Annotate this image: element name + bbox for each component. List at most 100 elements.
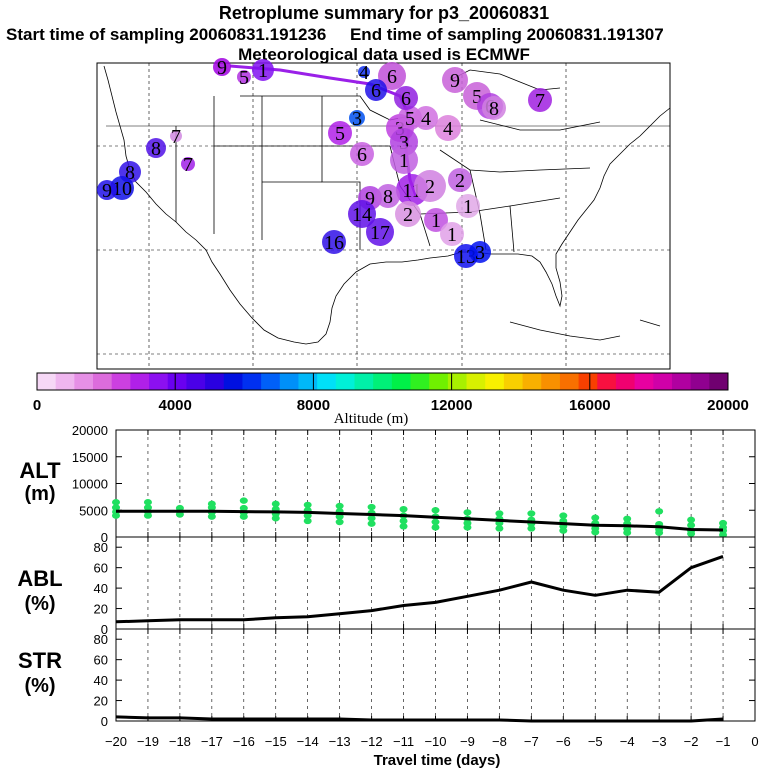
x-tick-label: −8 xyxy=(492,734,507,749)
alt-spread-point xyxy=(303,501,312,509)
alt-spread-point xyxy=(335,502,344,510)
colorbar-swatch xyxy=(690,373,710,390)
map-marker-label: 8 xyxy=(383,186,393,208)
map-marker-circle xyxy=(442,67,468,93)
map-markers: 9169547635834546875663187210911982142117… xyxy=(97,57,552,268)
alt-spread-point xyxy=(623,515,632,523)
map-marker-label: 1 xyxy=(463,196,473,218)
colorbar-swatch xyxy=(578,373,598,390)
map-marker-circle xyxy=(414,106,438,130)
x-tick-label: −13 xyxy=(329,734,351,749)
abl-y-tick-label: 20 xyxy=(94,602,108,617)
colorbar-swatch xyxy=(93,373,113,390)
x-tick-label: −20 xyxy=(105,734,127,749)
map-marker-label: 7 xyxy=(171,126,181,148)
alt-spread-point xyxy=(367,520,376,527)
x-tick-label: −7 xyxy=(524,734,539,749)
map-marker-label: 3 xyxy=(352,108,362,130)
colorbar-tick-label: 8000 xyxy=(297,397,330,414)
map-marker-label: 5 xyxy=(239,67,249,89)
map-marker-circle xyxy=(322,230,346,254)
map-marker-circle xyxy=(376,184,400,208)
alt-spread-point xyxy=(495,525,504,532)
map-panel: 9169547635834546875663187210911982142117… xyxy=(96,57,671,370)
colorbar-swatch xyxy=(261,373,281,390)
abl-panel: 80 60 40 20 0 xyxy=(94,536,756,637)
abl-y-tick-label: 80 xyxy=(94,540,108,555)
colorbar-swatch xyxy=(522,373,542,390)
x-tick-label: −18 xyxy=(169,734,191,749)
alt-spread-point xyxy=(239,504,248,512)
colorbar-swatch xyxy=(410,373,430,390)
x-tick-label: −16 xyxy=(233,734,255,749)
alt-spread-point xyxy=(335,513,344,520)
alt-spread-point xyxy=(399,505,408,513)
map-marker-circle xyxy=(237,70,251,84)
map-marker-label: 7 xyxy=(183,154,193,176)
x-tick-label: −11 xyxy=(393,734,414,749)
abl-y-tick-label: 40 xyxy=(94,581,108,596)
map-marker-label: 3 xyxy=(475,242,485,264)
map-marker-circle xyxy=(213,58,231,76)
colorbar-swatch xyxy=(74,373,94,390)
map-marker-circle xyxy=(252,59,274,81)
colorbar-label: Altitude (m) xyxy=(334,411,409,427)
map-marker-circle xyxy=(146,138,166,158)
str-y-tick-label: 40 xyxy=(94,673,108,688)
map-marker-circle xyxy=(448,168,472,192)
colorbar-swatch xyxy=(242,373,262,390)
map-marker-label: 6 xyxy=(387,66,397,88)
colorbar-swatch xyxy=(186,373,206,390)
chart-title: Retroplume summary for p3_20060831 xyxy=(218,3,550,23)
alt-label: ALT xyxy=(19,458,61,483)
alt-spread-point xyxy=(719,519,728,527)
start-time-label: Start time of sampling 20060831.191236 xyxy=(6,25,327,44)
colorbar-swatch xyxy=(373,373,393,390)
alt-spread-point xyxy=(239,497,248,504)
map-marker-circle xyxy=(528,88,552,112)
map-marker-label: 1 xyxy=(258,60,268,82)
map-marker-circle xyxy=(348,200,376,228)
alt-spread-point xyxy=(431,507,440,514)
end-time-label: End time of sampling 20060831.191307 xyxy=(349,25,664,44)
colorbar-swatch xyxy=(167,373,187,390)
map-marker-label: 4 xyxy=(421,108,431,130)
x-tick-label: −10 xyxy=(424,734,446,749)
alt-y-tick-label: 5000 xyxy=(79,503,108,518)
abl-y-tick-label: 0 xyxy=(101,622,108,637)
map-marker-label: 14 xyxy=(352,204,372,226)
str-y-tick-label: 20 xyxy=(94,694,108,709)
x-tick-label: −12 xyxy=(361,734,383,749)
map-marker-circle xyxy=(424,208,448,232)
map-marker-label: 9 xyxy=(450,70,460,92)
abl-label: ABL xyxy=(17,566,62,591)
map-marker-label: 5 xyxy=(335,123,345,145)
alt-panel: 20000 15000 10000 5000 0 xyxy=(72,423,756,545)
map-marker-circle xyxy=(358,66,370,78)
alt-spread-point xyxy=(431,518,440,526)
colorbar-tick-label: 4000 xyxy=(159,397,192,414)
colorbar-swatch xyxy=(335,373,355,390)
alt-spread-point xyxy=(559,512,568,519)
x-tick-label: −14 xyxy=(297,734,319,749)
map-marker-label: 17 xyxy=(370,222,390,244)
str-label: STR xyxy=(18,648,62,673)
colorbar-swatch xyxy=(149,373,169,390)
map-marker-label: 9 xyxy=(102,180,112,202)
x-tick-label: −1 xyxy=(716,734,731,749)
x-tick-label: −5 xyxy=(588,734,603,749)
abl-y-tick-label: 60 xyxy=(94,561,108,576)
alt-spread-point xyxy=(175,504,184,512)
x-axis-title: Travel time (days) xyxy=(374,752,501,768)
alt-spread-point xyxy=(367,503,376,511)
alt-spread-point xyxy=(367,515,376,522)
alt-spread-point xyxy=(303,512,312,519)
abl-series-line xyxy=(115,554,724,624)
map-marker-circle xyxy=(181,157,195,171)
colorbar-tick-label: 12000 xyxy=(431,397,473,414)
str-y-tick-label: 0 xyxy=(101,714,108,729)
map-marker-label: 5 xyxy=(405,108,415,130)
map-marker-label: 1 xyxy=(431,210,441,232)
map-marker-circle xyxy=(350,142,374,166)
